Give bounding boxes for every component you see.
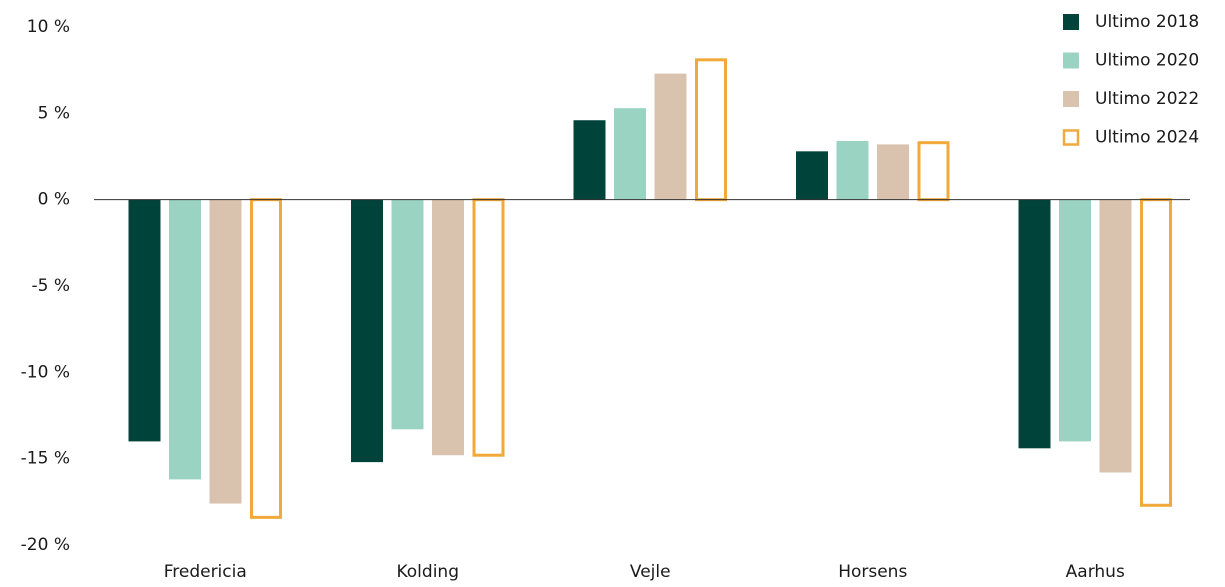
y-tick-label: 0 % <box>38 190 70 210</box>
bar <box>1018 199 1051 449</box>
bar <box>391 199 424 430</box>
y-tick-label: -15 % <box>21 449 70 469</box>
bar <box>836 140 869 200</box>
bar <box>1140 198 1172 507</box>
x-tick-label: Aarhus <box>1066 562 1125 582</box>
bar <box>432 199 464 456</box>
legend-swatch <box>1063 91 1079 107</box>
legend-swatch <box>1063 14 1079 30</box>
legend-label: Ultimo 2024 <box>1095 128 1199 148</box>
y-tick-label: -5 % <box>31 276 70 296</box>
bar <box>654 73 687 200</box>
bar <box>796 151 828 200</box>
x-tick-label: Horsens <box>838 562 907 582</box>
bar <box>1099 199 1132 473</box>
bar <box>250 198 282 519</box>
bar <box>1059 199 1091 442</box>
bar <box>351 199 383 463</box>
legend-swatch <box>1063 52 1079 69</box>
x-tick-label: Fredericia <box>164 562 247 582</box>
bar <box>877 144 909 200</box>
y-tick-label: -10 % <box>21 362 70 382</box>
y-tick-label: 5 % <box>38 103 70 123</box>
y-tick-label: 10 % <box>27 17 70 37</box>
x-tick-label: Kolding <box>396 562 459 582</box>
bar <box>128 199 161 442</box>
bar <box>169 199 201 480</box>
x-tick-label: Vejle <box>630 562 671 582</box>
legend-swatch <box>1062 129 1080 146</box>
legend-label: Ultimo 2022 <box>1095 89 1199 109</box>
legend-label: Ultimo 2018 <box>1095 12 1199 32</box>
bar <box>917 141 950 202</box>
legend-label: Ultimo 2020 <box>1095 51 1199 71</box>
bar <box>573 120 606 200</box>
bar <box>614 108 646 200</box>
bar <box>209 199 242 504</box>
bar <box>472 198 505 457</box>
bar <box>695 58 727 202</box>
y-tick-label: -20 % <box>21 535 70 555</box>
